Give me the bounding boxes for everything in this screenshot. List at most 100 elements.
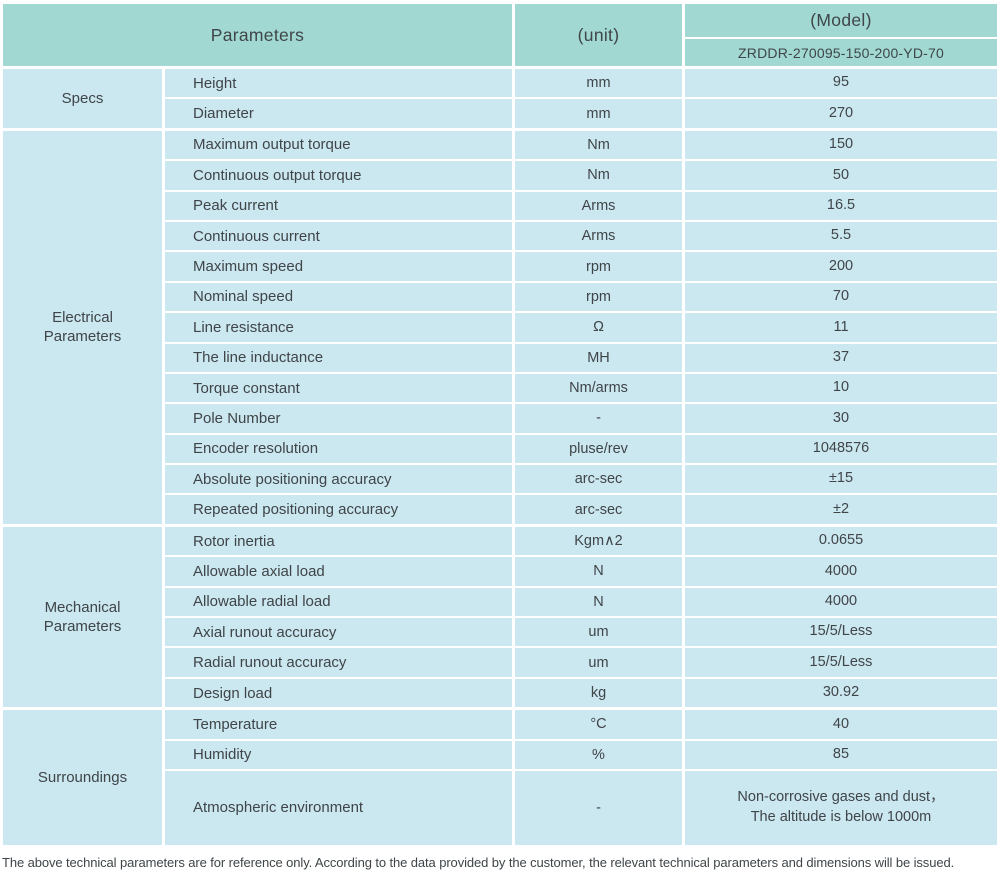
param-cell: Rotor inertia [165,526,512,556]
unit-cell: Kgm∧2 [515,526,682,556]
table-row: Rotor inertia Kgm∧2 0.0655 [165,526,997,556]
table-row: Allowable radial load N 4000 [165,587,997,617]
unit-cell: Ω [515,313,682,342]
param-cell: Temperature [165,710,512,739]
unit-cell: mm [515,69,682,98]
param-cell: Design load [165,678,512,708]
unit-header: (unit) [515,4,682,66]
unit-cell: N [515,557,682,586]
spec-table: Parameters (unit) (Model) ZRDDR-270095-1… [3,4,997,845]
value-cell: 4000 [685,557,997,586]
table-body: Specs Height mm 95 Diameter mm 270 Elect… [3,69,997,845]
unit-cell: - [515,770,682,845]
param-cell: Axial runout accuracy [165,618,512,647]
unit-cell: N [515,587,682,617]
table-row: Torque constant Nm/arms 10 [165,373,997,403]
table-row: Axial runout accuracy um 15/5/Less [165,618,997,647]
section-rows: Rotor inertia Kgm∧2 0.0655 Allowable axi… [165,526,997,708]
param-cell: Allowable axial load [165,557,512,586]
unit-cell: kg [515,678,682,708]
unit-cell: MH [515,343,682,372]
table-section: Specs Height mm 95 Diameter mm 270 [3,69,997,128]
table-row: Radial runout accuracy um 15/5/Less [165,648,997,677]
value-cell: 150 [685,130,997,160]
table-row: Design load kg 30.92 [165,678,997,708]
model-header: (Model) [685,4,997,37]
param-cell: Pole Number [165,404,512,433]
table-row: Maximum output torque Nm 150 [165,130,997,160]
unit-cell: °C [515,710,682,739]
group-cell: Surroundings [3,710,162,845]
table-row: Humidity % 85 [165,740,997,769]
value-cell: 95 [685,69,997,98]
param-cell: Height [165,69,512,98]
unit-cell: Nm [515,130,682,160]
value-cell: 11 [685,313,997,342]
value-cell: 85 [685,740,997,769]
value-cell: 270 [685,99,997,128]
table-row: Repeated positioning accuracy arc-sec ±2 [165,495,997,524]
group-cell: Specs [3,69,162,128]
footer-note: The above technical parameters are for r… [2,854,955,870]
value-cell: 16.5 [685,191,997,220]
value-cell: 0.0655 [685,526,997,556]
table-row: Pole Number - 30 [165,404,997,433]
value-cell: 37 [685,343,997,372]
unit-cell: um [515,618,682,647]
unit-cell: % [515,740,682,769]
parameters-header: Parameters [3,4,512,66]
value-cell: 15/5/Less [685,618,997,647]
table-row: Continuous output torque Nm 50 [165,161,997,190]
value-cell: 5.5 [685,221,997,251]
param-cell: Humidity [165,740,512,769]
table-row: Nominal speed rpm 70 [165,282,997,312]
param-cell: Nominal speed [165,282,512,312]
value-cell: 70 [685,282,997,312]
table-section: Mechanical Parameters Rotor inertia Kgm∧… [3,526,997,708]
table-row: Peak current Arms 16.5 [165,191,997,220]
value-cell: 1048576 [685,434,997,464]
table-row: Atmospheric environment - Non-corrosive … [165,770,997,845]
param-cell: Absolute positioning accuracy [165,465,512,494]
unit-cell: um [515,648,682,677]
table-section: Electrical Parameters Maximum output tor… [3,130,997,524]
param-cell: Atmospheric environment [165,770,512,845]
value-cell: 200 [685,252,997,281]
unit-cell: Arms [515,221,682,251]
param-cell: Diameter [165,99,512,128]
param-cell: Maximum output torque [165,130,512,160]
value-cell: 10 [685,373,997,403]
unit-cell: arc-sec [515,465,682,494]
value-cell: 4000 [685,587,997,617]
param-cell: Continuous current [165,221,512,251]
model-header-group: (Model) ZRDDR-270095-150-200-YD-70 [685,4,997,66]
table-row: Height mm 95 [165,69,997,98]
param-cell: Peak current [165,191,512,220]
table-row: Line resistance Ω 11 [165,313,997,342]
table-row: The line inductance MH 37 [165,343,997,372]
table-row: Diameter mm 270 [165,99,997,128]
table-row: Allowable axial load N 4000 [165,557,997,586]
param-cell: The line inductance [165,343,512,372]
value-cell: ±15 [685,465,997,494]
param-cell: Repeated positioning accuracy [165,495,512,524]
param-cell: Line resistance [165,313,512,342]
value-cell: 30 [685,404,997,433]
value-cell: Non-corrosive gases and dust， The altitu… [685,770,997,845]
unit-cell: rpm [515,282,682,312]
param-cell: Maximum speed [165,252,512,281]
param-cell: Radial runout accuracy [165,648,512,677]
section-rows: Height mm 95 Diameter mm 270 [165,69,997,128]
param-cell: Allowable radial load [165,587,512,617]
value-cell: ±2 [685,495,997,524]
unit-cell: mm [515,99,682,128]
table-row: Temperature °C 40 [165,710,997,739]
unit-cell: Nm [515,161,682,190]
section-rows: Maximum output torque Nm 150 Continuous … [165,130,997,524]
param-cell: Continuous output torque [165,161,512,190]
group-cell: Mechanical Parameters [3,526,162,708]
unit-cell: Arms [515,191,682,220]
table-row: Maximum speed rpm 200 [165,252,997,281]
table-section: Surroundings Temperature °C 40 Humidity … [3,710,997,845]
